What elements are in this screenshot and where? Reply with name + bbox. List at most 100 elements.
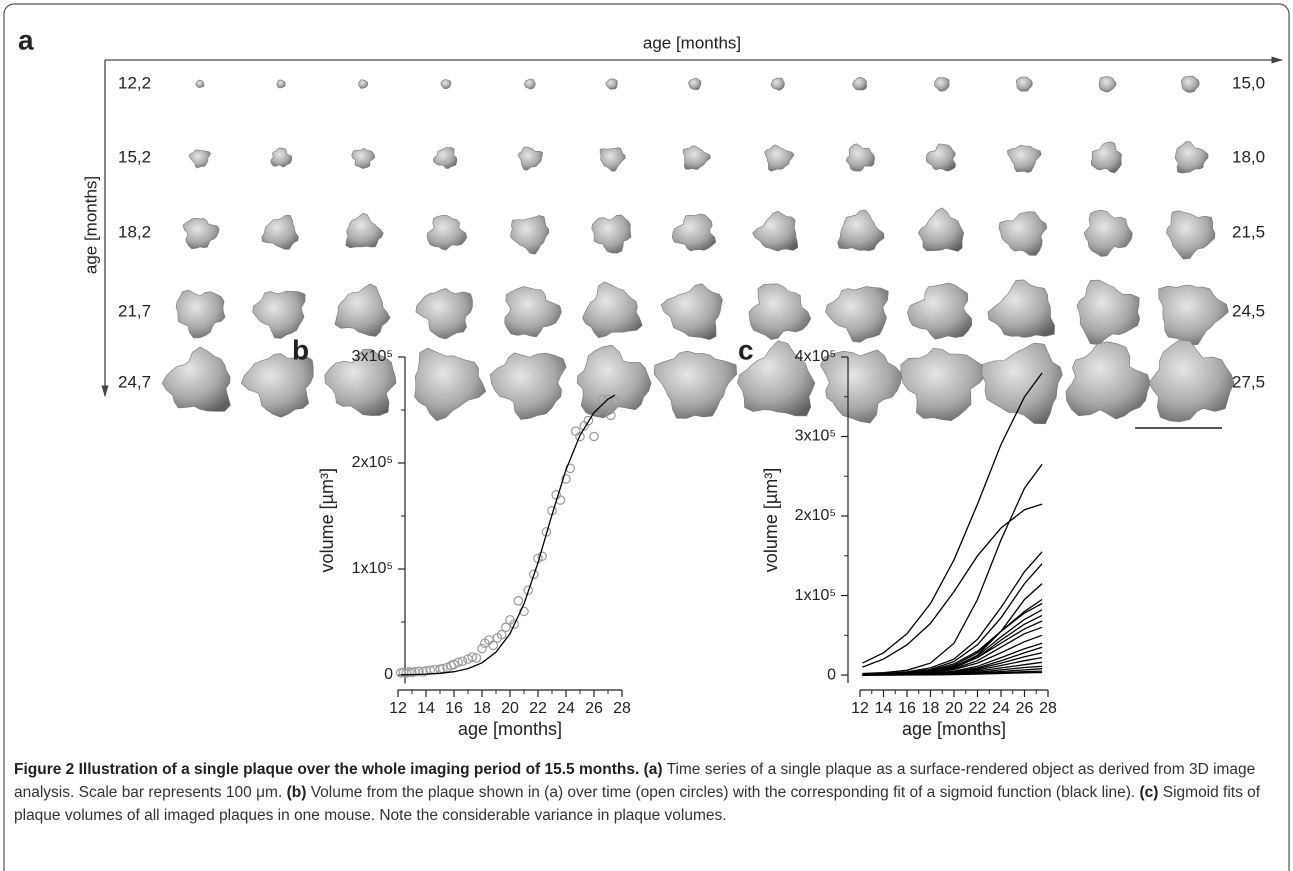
x-tick-label: 26 (1016, 700, 1034, 717)
row-start-label: 12,2 (118, 73, 151, 92)
plaque (188, 149, 211, 169)
panel-label: c (738, 334, 754, 365)
plaque (748, 283, 812, 340)
plaque (660, 283, 723, 341)
row-end-label: 21,5 (1232, 222, 1265, 241)
plaque (934, 77, 950, 92)
data-point (496, 629, 507, 640)
plaque (998, 211, 1048, 256)
fit-line (862, 503, 1043, 668)
figure-caption: Figure 2 Illustration of a single plaque… (14, 758, 1282, 827)
plaque (276, 79, 286, 89)
data-point (467, 652, 477, 662)
plaque (688, 77, 702, 90)
plaque (261, 215, 299, 250)
plaque (852, 77, 867, 91)
plaque (1015, 76, 1033, 92)
plaque (1148, 339, 1235, 423)
data-point (513, 596, 524, 606)
x-tick-label: 22 (529, 700, 547, 717)
plaque (653, 350, 738, 419)
plaque (324, 348, 397, 416)
plaque (605, 78, 618, 90)
row-start-label: 24,7 (118, 372, 151, 391)
plaque (1083, 209, 1133, 257)
plaque (987, 279, 1055, 338)
plaque (1076, 279, 1141, 346)
plaque (825, 286, 889, 343)
row-start-label: 15,2 (118, 147, 151, 166)
plaque (1180, 75, 1200, 93)
data-point (597, 394, 608, 405)
plaque (900, 347, 988, 422)
x-tick-label: 28 (613, 700, 631, 717)
x-tick-label: 20 (501, 700, 519, 717)
plaque (334, 283, 391, 337)
y-tick-label: 1x10⁵ (352, 560, 393, 577)
plaque (345, 212, 384, 249)
plaque (252, 290, 306, 339)
y-tick-label: 1x10⁵ (795, 587, 836, 604)
row-start-label: 18,2 (118, 222, 151, 241)
x-tick-label: 14 (417, 700, 435, 717)
plaque (510, 215, 550, 255)
side-axis-label: age [months] (81, 176, 100, 274)
plaque (907, 282, 973, 340)
y-tick-label: 2x10⁵ (795, 507, 836, 524)
x-tick-label: 24 (992, 700, 1010, 717)
y-axis-label: volume [µm³] (761, 468, 781, 572)
data-point (575, 431, 585, 442)
plaque (845, 143, 875, 172)
plaque (504, 286, 562, 338)
plaque (752, 210, 799, 252)
y-tick-label: 3x10⁵ (352, 348, 393, 365)
caption-title: Figure 2 Illustration of a single plaque… (14, 761, 640, 778)
plaque (351, 148, 375, 169)
y-tick-label: 0 (827, 666, 836, 683)
plaque (161, 346, 231, 412)
x-tick-label: 22 (969, 700, 987, 717)
y-tick-label: 2x10⁵ (352, 454, 393, 471)
plaque (591, 214, 632, 254)
plaque (582, 281, 643, 339)
plaque (1090, 141, 1123, 174)
plaque (671, 213, 717, 252)
plaque (517, 146, 543, 171)
x-axis-label: age [months] (902, 719, 1006, 739)
data-point (477, 643, 487, 654)
plaque (770, 77, 785, 91)
x-axis-label: age [months] (458, 719, 562, 739)
caption-part-label: (c) (1139, 784, 1159, 801)
plaque (599, 147, 626, 172)
x-tick-label: 18 (473, 700, 491, 717)
plaque (270, 147, 293, 168)
y-tick-label: 0 (384, 666, 393, 683)
caption-part-label: (b) (286, 784, 307, 801)
plaque (1166, 210, 1216, 260)
fit-line (862, 598, 1043, 676)
plaque (820, 349, 903, 424)
fit-line (862, 372, 1043, 664)
row-end-label: 15,0 (1232, 73, 1265, 92)
data-point (528, 569, 539, 580)
plaque (175, 289, 226, 339)
y-tick-label: 3x10⁵ (795, 428, 836, 445)
plaque (917, 207, 965, 252)
row-end-label: 24,5 (1232, 301, 1265, 320)
x-tick-label: 20 (945, 700, 963, 717)
plaque (240, 353, 314, 418)
data-point (471, 653, 482, 663)
data-point (414, 666, 424, 677)
plaque (576, 344, 652, 419)
fit-line (862, 671, 1043, 676)
x-tick-label: 12 (389, 700, 407, 717)
caption-part-label: (a) (643, 761, 663, 778)
panel-label: b (292, 334, 309, 365)
data-point (610, 396, 620, 407)
fit-line (400, 394, 616, 676)
plaque (837, 209, 885, 252)
plaque (981, 342, 1063, 425)
data-point (488, 640, 498, 651)
